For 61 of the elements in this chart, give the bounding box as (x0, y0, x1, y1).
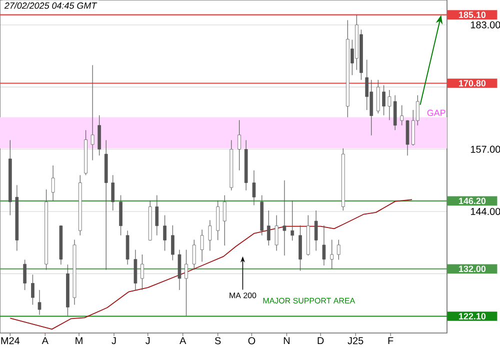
x-tick-label: O (248, 337, 256, 344)
x-tick-label: J (146, 337, 150, 344)
candlestick (406, 120, 410, 156)
x-tick-label: A (42, 337, 48, 344)
candlestick (382, 84, 386, 116)
candlestick (51, 165, 55, 202)
y-tick-label: 157.00 (470, 146, 500, 153)
candlestick (155, 194, 159, 236)
candlestick (208, 220, 212, 252)
x-tick-label: D (318, 337, 324, 344)
candlestick (298, 225, 302, 272)
candlestick (274, 215, 278, 252)
ref-line-label: 132.00 (459, 266, 486, 272)
candlestick (140, 254, 144, 290)
x-tick-label: J (112, 337, 116, 344)
x-tick-label: M (76, 337, 82, 344)
candlestick (200, 229, 204, 262)
candlestick (216, 200, 220, 240)
candlestick (38, 290, 42, 316)
candlestick (119, 194, 122, 236)
candlestick (282, 180, 286, 256)
candlestick (126, 230, 130, 265)
candlestick (314, 210, 318, 252)
candlestick (266, 210, 270, 246)
candlestick (163, 215, 166, 252)
candlestick (111, 174, 115, 211)
candlestick (31, 274, 34, 306)
x-tick-label: F (388, 337, 394, 344)
candlestick (222, 194, 226, 246)
ref-line-label: 185.10 (459, 12, 486, 18)
candlestick (322, 225, 326, 266)
x-tick-label: N (284, 337, 290, 344)
ref-line-label: 170.80 (459, 80, 486, 86)
x-tick-label: S (214, 337, 221, 344)
candlestick (330, 239, 334, 270)
y-tick-label: 144.00 (470, 208, 500, 215)
candlestick (336, 239, 340, 260)
candlestick (23, 259, 26, 290)
band-label: GAP (427, 110, 446, 116)
y-tick-label: 183.00 (470, 21, 500, 28)
candlestick (393, 94, 397, 130)
candlestick (388, 90, 392, 120)
candlestick (376, 80, 380, 114)
candlestick (184, 249, 188, 316)
candlestick (171, 225, 174, 261)
x-tick-label: A (180, 337, 186, 344)
candlestick (90, 64, 94, 161)
candlestick (400, 104, 404, 126)
candlestick (192, 239, 196, 270)
ref-line-label: 122.10 (459, 313, 486, 320)
candlestick (290, 200, 294, 241)
candlestick (178, 249, 182, 290)
line-series (10, 199, 412, 330)
x-tick-label: M24 (1, 337, 20, 344)
chart-title: 27/02/2025 04:45 GMT (4, 2, 98, 9)
candlestick (98, 115, 101, 156)
candlestick (134, 249, 138, 290)
ref-line-label: 146.20 (459, 198, 486, 204)
candlestick (238, 120, 241, 171)
x-tick-label: J25 (348, 337, 364, 344)
candlestick (252, 170, 256, 206)
